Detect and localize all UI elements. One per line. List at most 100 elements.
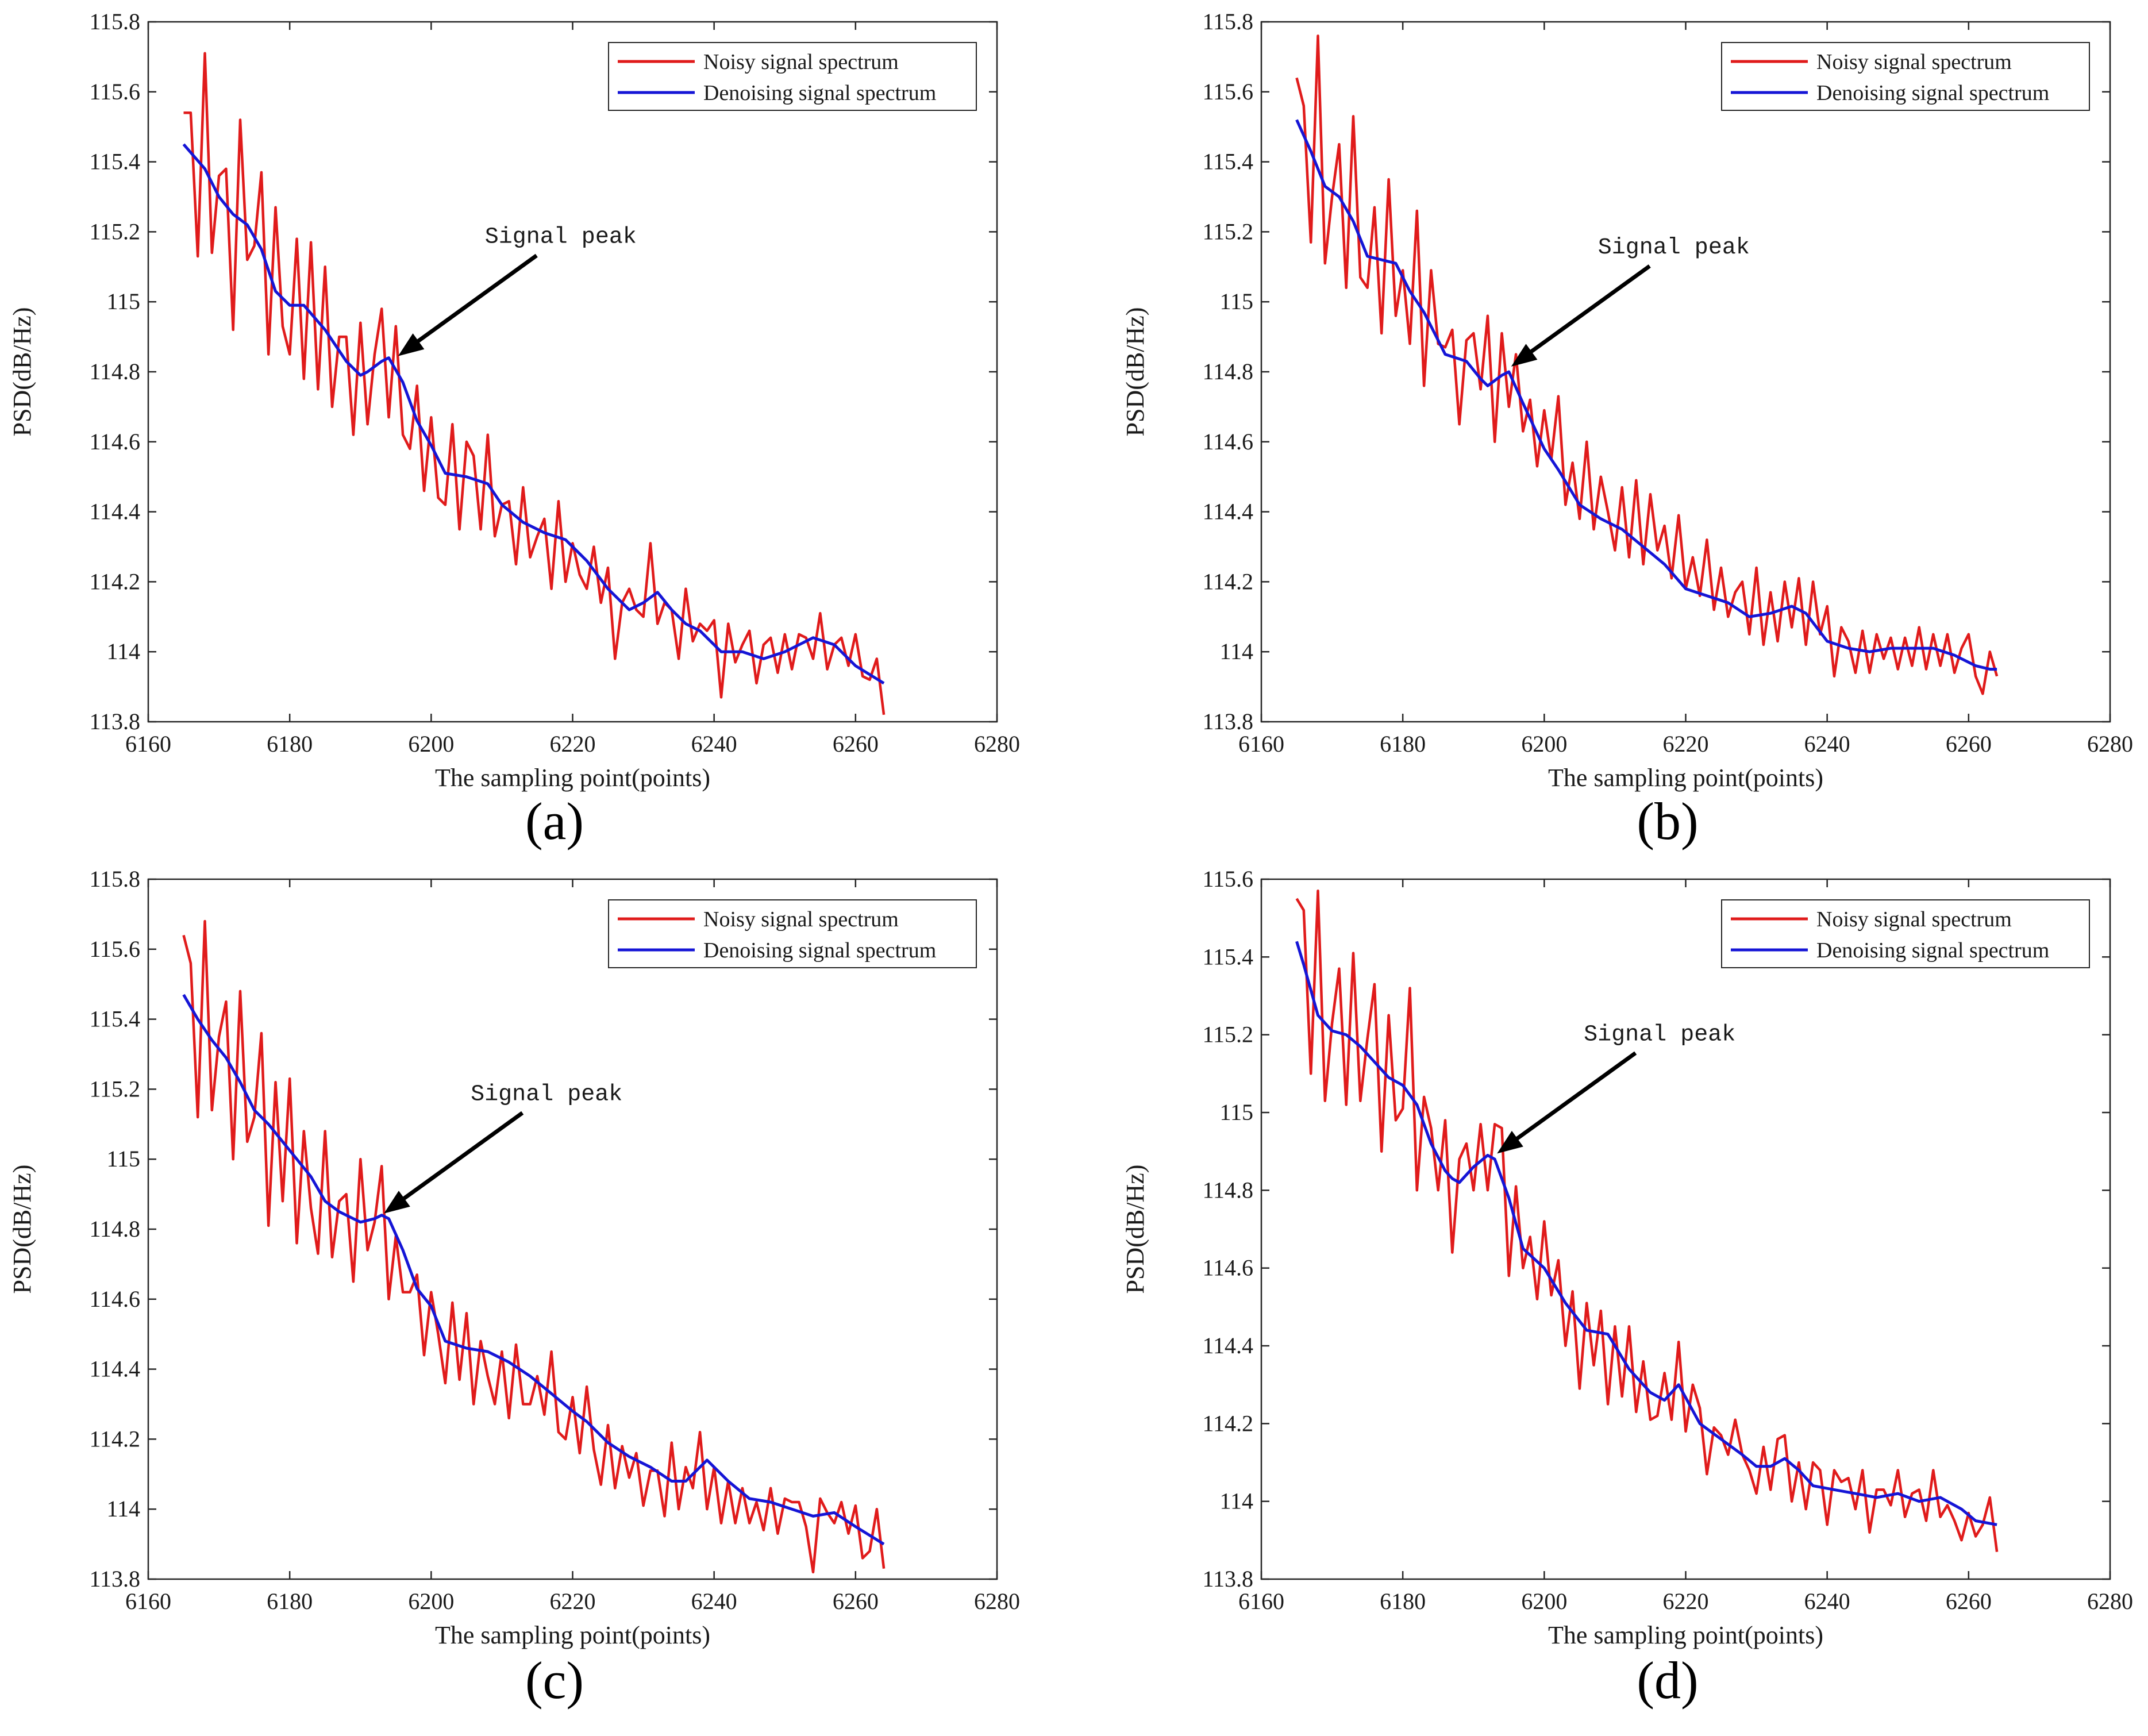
y-tick-label: 114.2 <box>89 568 140 594</box>
y-tick-label: 114 <box>106 638 140 664</box>
plot-area <box>147 21 998 723</box>
y-tick-label: 115 <box>106 288 140 314</box>
x-tick-label: 6280 <box>974 731 1020 757</box>
annotation-arrow-shaft <box>391 1111 524 1209</box>
y-tick-label: 115.8 <box>89 9 140 34</box>
x-tick-label: 6280 <box>974 1588 1020 1614</box>
y-tick-label: 114.6 <box>89 429 140 455</box>
x-tick-label: 6240 <box>1804 731 1850 757</box>
y-tick-label: 114.8 <box>1202 359 1253 384</box>
legend-entry: Noisy signal spectrum <box>1816 50 2012 74</box>
y-tick-label: 113.8 <box>1202 709 1253 734</box>
x-tick-label: 6240 <box>691 731 737 757</box>
annotation-label: Signal peak <box>485 225 637 251</box>
x-tick-label: 6220 <box>550 731 596 757</box>
legend-box <box>608 42 977 111</box>
x-tick-label: 6280 <box>2087 1588 2133 1614</box>
annotation-arrow-shaft <box>405 253 538 352</box>
x-tick-label: 6180 <box>1380 1588 1426 1614</box>
y-tick-label: 115.4 <box>89 149 140 175</box>
y-tick-label: 115.6 <box>1202 866 1253 892</box>
panel-label: (a) <box>525 792 584 850</box>
x-tick-label: 6160 <box>125 1588 171 1614</box>
y-tick-label: 115.2 <box>89 218 140 244</box>
y-axis-title: PSD(dB/Hz) <box>8 1165 36 1294</box>
x-tick-label: 6180 <box>1380 731 1426 757</box>
denoised-spectrum-line <box>1295 941 1997 1526</box>
x-tick-label: 6260 <box>833 731 879 757</box>
annotation-label: Signal peak <box>1598 235 1750 261</box>
y-tick-label: 114.4 <box>1202 1333 1253 1358</box>
annotation-arrow-shaft <box>1504 1051 1637 1149</box>
x-tick-label: 6200 <box>408 731 454 757</box>
panel-label: (c) <box>525 1651 584 1710</box>
chart-panel-d: 6160 6180 6200 6220 6240 6260 6280 113.8 114 114.… <box>1121 866 2133 1710</box>
y-axis-title: PSD(dB/Hz) <box>1121 1165 1149 1294</box>
legend-entry: Denoising signal spectrum <box>703 938 936 963</box>
x-axis-title: The sampling point(points) <box>435 764 710 792</box>
y-tick-label: 114.4 <box>1202 499 1253 525</box>
annotation-arrow-head <box>1511 344 1538 367</box>
y-tick-label: 114.8 <box>89 359 140 384</box>
y-tick-label: 114.8 <box>89 1216 140 1242</box>
x-tick-label: 6180 <box>267 1588 313 1614</box>
plot-area <box>1260 21 2111 723</box>
y-tick-label: 114 <box>106 1496 140 1522</box>
legend-box <box>1721 899 2090 968</box>
noisy-spectrum-line <box>183 52 886 715</box>
y-tick-label: 114.6 <box>1202 1255 1253 1281</box>
x-tick-label: 6160 <box>125 731 171 757</box>
denoised-spectrum-line <box>182 143 885 685</box>
denoised-spectrum-line <box>182 994 885 1546</box>
x-tick-label: 6220 <box>550 1588 596 1614</box>
x-tick-label: 6200 <box>1521 731 1567 757</box>
annotation-label: Signal peak <box>471 1082 622 1108</box>
denoised-spectrum-line <box>1295 119 1997 671</box>
legend-entry: Denoising signal spectrum <box>703 81 936 105</box>
y-tick-label: 113.8 <box>89 709 140 734</box>
legend-entry: Denoising signal spectrum <box>1816 938 2049 963</box>
x-tick-label: 6200 <box>1521 1588 1567 1614</box>
y-tick-label: 115 <box>106 1146 140 1172</box>
y-tick-label: 115.4 <box>1202 149 1253 175</box>
y-tick-label: 114 <box>1219 638 1253 664</box>
chart-panel-b: 6160 6180 6200 6220 6240 6260 6280 113.8 114 114.… <box>1121 9 2133 850</box>
legend-box <box>1721 42 2090 111</box>
x-axis-title: The sampling point(points) <box>1548 1621 1823 1649</box>
y-tick-label: 114 <box>1219 1488 1253 1514</box>
y-tick-label: 115 <box>1219 288 1253 314</box>
plot-area <box>1260 878 2111 1580</box>
y-tick-label: 114.6 <box>1202 429 1253 455</box>
x-tick-label: 6240 <box>1804 1588 1850 1614</box>
annotation-label: Signal peak <box>1584 1022 1735 1048</box>
y-tick-label: 115 <box>1219 1099 1253 1125</box>
y-tick-label: 115.2 <box>1202 218 1253 244</box>
y-tick-label: 114.2 <box>89 1426 140 1452</box>
x-tick-label: 6160 <box>1238 1588 1284 1614</box>
chart-panel-c: 6160 6180 6200 6220 6240 6260 6280 113.8 114 114.… <box>8 866 1020 1710</box>
y-tick-label: 114.4 <box>89 1356 140 1382</box>
legend-box <box>608 899 977 968</box>
y-tick-label: 114.8 <box>1202 1177 1253 1203</box>
y-tick-label: 114.2 <box>1202 1410 1253 1436</box>
x-axis-title: The sampling point(points) <box>435 1621 710 1649</box>
legend-entry: Denoising signal spectrum <box>1816 81 2049 105</box>
annotation-arrow-head <box>1497 1130 1523 1154</box>
x-tick-label: 6180 <box>267 731 313 757</box>
y-tick-label: 115.6 <box>1202 79 1253 105</box>
y-tick-label: 115.8 <box>1202 9 1253 34</box>
y-axis-title: PSD(dB/Hz) <box>1121 307 1149 437</box>
y-tick-label: 114.2 <box>1202 568 1253 594</box>
legend-entry: Noisy signal spectrum <box>703 50 899 74</box>
x-tick-label: 6260 <box>1946 731 1992 757</box>
chart-panel-a: 6160 6180 6200 6220 6240 6260 6280 113.8 114 114.… <box>8 9 1020 850</box>
annotation-arrow-shaft <box>1518 264 1651 362</box>
legend-entry: Noisy signal spectrum <box>1816 907 2012 931</box>
annotation-arrow-head <box>384 1191 410 1214</box>
y-tick-label: 115.4 <box>89 1006 140 1032</box>
x-tick-label: 6260 <box>833 1588 879 1614</box>
y-axis-title: PSD(dB/Hz) <box>8 307 36 437</box>
x-tick-label: 6240 <box>691 1588 737 1614</box>
y-tick-label: 113.8 <box>1202 1566 1253 1592</box>
